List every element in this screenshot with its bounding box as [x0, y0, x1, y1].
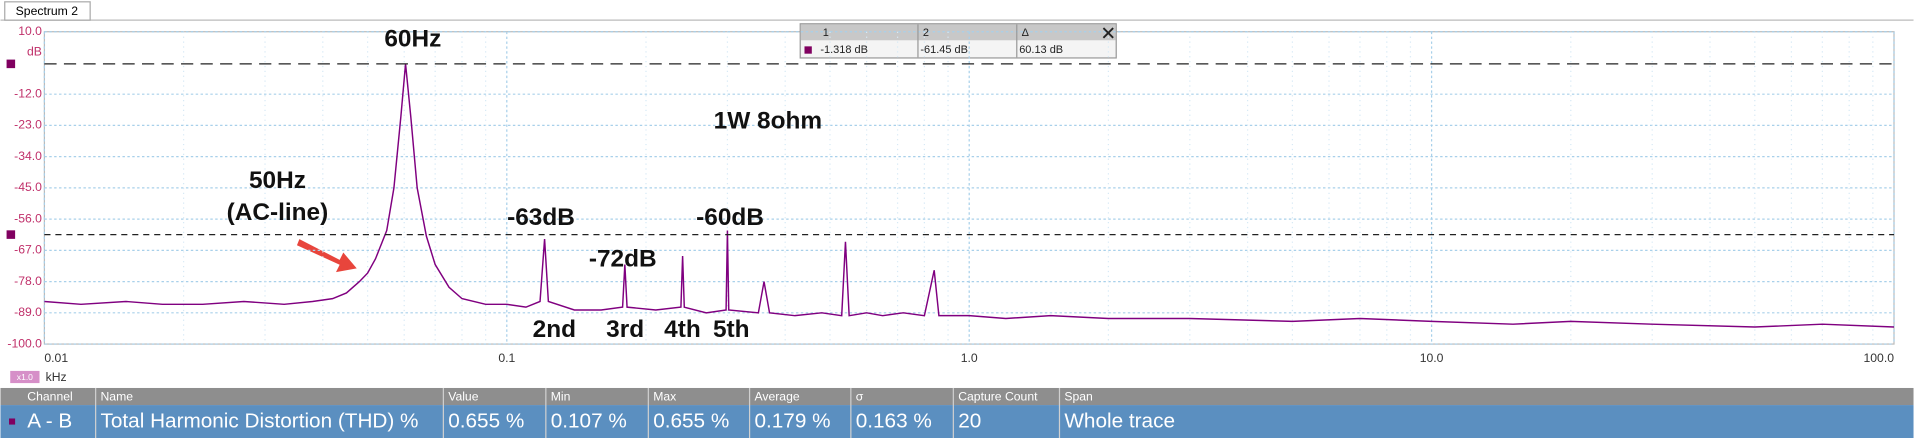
- y-tick-label: -45.0: [14, 180, 42, 194]
- cursor-value: -1.318 dB: [820, 44, 868, 56]
- annotation-arrow: [296, 239, 357, 273]
- x-tick-label: 1.0: [961, 351, 978, 365]
- y-tick-label: -89.0: [14, 305, 42, 319]
- table-header-cell: Name: [101, 389, 134, 403]
- table-cell[interactable]: 0.163 %: [856, 410, 932, 433]
- table-header-cell: Average: [754, 389, 799, 403]
- table-cell[interactable]: A - B: [27, 410, 72, 433]
- table-cell[interactable]: Total Harmonic Distortion (THD) %: [101, 410, 419, 433]
- annotation: 2nd: [533, 316, 576, 343]
- table-cell[interactable]: 0.655 %: [448, 410, 524, 433]
- tab-label[interactable]: Spectrum 2: [16, 4, 79, 18]
- cursor-header: Δ: [1022, 27, 1029, 39]
- close-icon[interactable]: [1102, 27, 1114, 39]
- annotation: -72dB: [589, 245, 657, 272]
- table-header-cell: Max: [653, 389, 676, 403]
- table-header-cell: Value: [448, 389, 478, 403]
- table-header-cell: Capture Count: [958, 389, 1038, 403]
- y-tick-label: -12.0: [14, 86, 42, 100]
- y-tick-label: -78.0: [14, 274, 42, 288]
- zoom-label[interactable]: x1.0: [17, 372, 33, 382]
- annotation: 50Hz: [249, 167, 306, 194]
- table-cell[interactable]: 0.107 %: [551, 410, 627, 433]
- y-tick-label: -34.0: [14, 149, 42, 163]
- cursor-value: -61.45 dB: [920, 44, 968, 56]
- annotation: 60Hz: [384, 26, 441, 53]
- y-tick-label: -67.0: [14, 243, 42, 257]
- annotation: -60dB: [696, 204, 764, 231]
- tab[interactable]: [4, 1, 91, 21]
- x-tick-label: 0.01: [44, 351, 68, 365]
- table-header: [0, 387, 1914, 406]
- table-header-cell: Channel: [27, 389, 72, 403]
- table-header-cell: Min: [551, 389, 571, 403]
- x-unit: kHz: [46, 370, 67, 384]
- table-header-cell: σ: [856, 389, 864, 403]
- spectrum-trace: [44, 63, 1895, 328]
- table-cell[interactable]: Whole trace: [1064, 410, 1175, 433]
- table-header-cell: Span: [1064, 389, 1092, 403]
- table-cell[interactable]: 0.179 %: [754, 410, 830, 433]
- annotation: 5th: [713, 316, 750, 343]
- y-tick-label: -100.0: [7, 336, 42, 350]
- table-cell[interactable]: 0.655 %: [653, 410, 729, 433]
- x-tick-label: 100.0: [1864, 351, 1895, 365]
- table-cell[interactable]: 20: [958, 410, 981, 433]
- annotation: -63dB: [507, 204, 575, 231]
- annotation: 4th: [664, 316, 701, 343]
- x-tick-label: 0.1: [498, 351, 515, 365]
- cursor-value: 60.13 dB: [1019, 44, 1063, 56]
- annotation: 3rd: [606, 316, 644, 343]
- annotation: (AC-line): [227, 199, 329, 226]
- x-tick-label: 10.0: [1420, 351, 1444, 365]
- y-tick-label: -56.0: [14, 211, 42, 225]
- cursor-header: 1: [823, 27, 829, 39]
- y-tick-label: 10.0: [18, 24, 42, 38]
- table-row[interactable]: [0, 405, 1914, 438]
- cursor-handle[interactable]: [6, 59, 16, 69]
- cursor-handle[interactable]: [6, 230, 16, 239]
- cursor-header: 2: [923, 27, 929, 39]
- y-unit: dB: [27, 45, 42, 59]
- cursor-swatch: [804, 46, 812, 54]
- row-swatch: [9, 418, 16, 425]
- annotation: 1W 8ohm: [714, 107, 822, 134]
- zoom-badge[interactable]: [10, 370, 40, 384]
- y-tick-label: -23.0: [14, 118, 42, 132]
